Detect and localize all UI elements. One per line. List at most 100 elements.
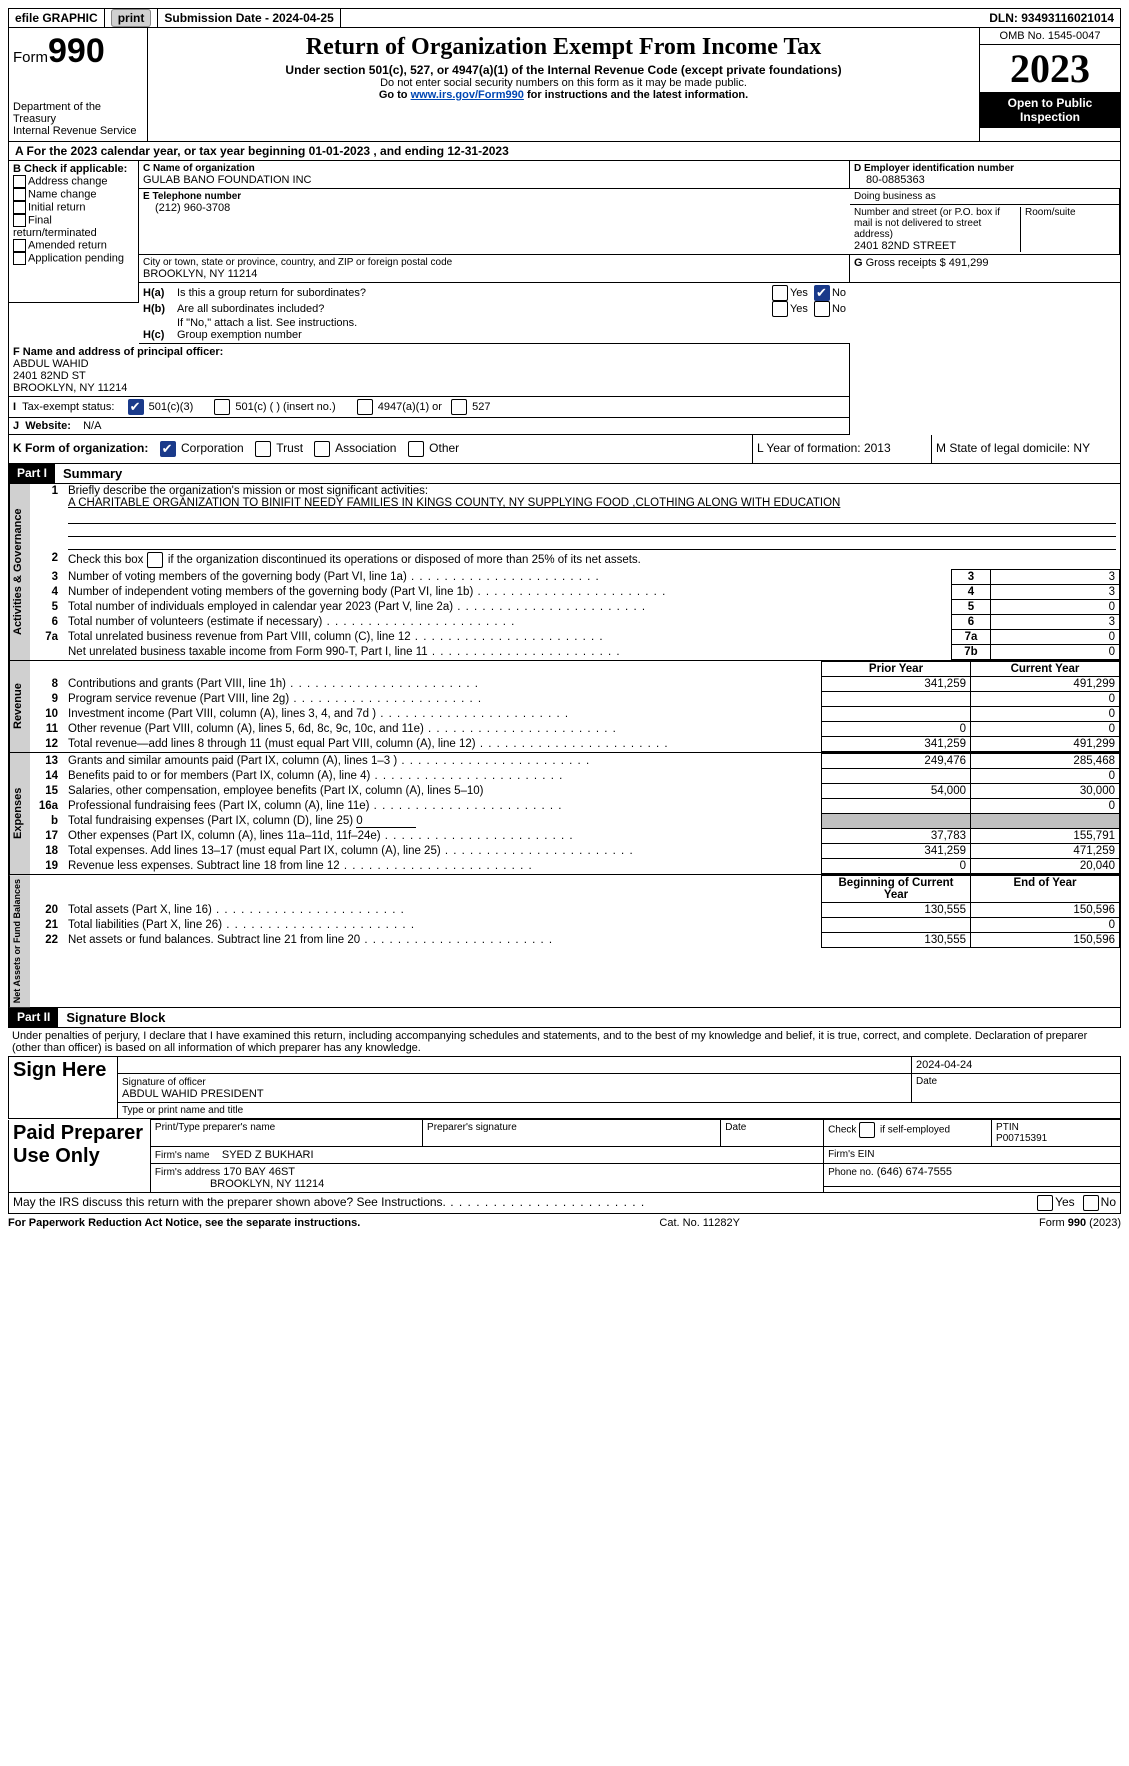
l16b-val: 0: [356, 815, 416, 828]
i-block: I Tax-exempt status: 501(c)(3) 501(c) ( …: [9, 397, 850, 418]
p17: 37,783: [822, 829, 971, 844]
chk-corp[interactable]: [160, 441, 176, 457]
submission-date: Submission Date - 2024-04-25: [158, 9, 340, 27]
c15: 30,000: [971, 784, 1120, 799]
checkbox-pending[interactable]: [13, 252, 26, 265]
p8: 341,259: [822, 677, 971, 692]
irs-link[interactable]: www.irs.gov/Form990: [411, 89, 524, 101]
checkbox-amended[interactable]: [13, 239, 26, 252]
v7a: 0: [991, 630, 1120, 645]
g-label: G: [854, 257, 863, 269]
opt-4947: 4947(a)(1) or: [378, 401, 442, 413]
city-block: City or town, state or province, country…: [139, 255, 850, 283]
chk-other[interactable]: [408, 441, 424, 457]
info-grid: B Check if applicable: Address change Na…: [8, 161, 1121, 435]
d-label: D Employer identification number: [854, 163, 1116, 174]
room-label: Room/suite: [1020, 207, 1115, 252]
b-heading: B Check if applicable:: [13, 163, 134, 175]
part2-title: Signature Block: [58, 1008, 173, 1027]
checkbox-address-change[interactable]: [13, 175, 26, 188]
sign-here: Sign Here: [9, 1057, 118, 1119]
p13: 249,476: [822, 754, 971, 769]
k-label: K Form of organization:: [13, 441, 148, 455]
dyes: Yes: [1055, 1195, 1075, 1211]
chk-assoc[interactable]: [314, 441, 330, 457]
v3: 3: [991, 570, 1120, 585]
header-left: Form990 Department of the Treasury Inter…: [9, 28, 148, 141]
l12: Total revenue—add lines 8 through 11 (mu…: [64, 737, 822, 752]
ha-yes[interactable]: [772, 285, 788, 301]
hdr-current: Current Year: [971, 662, 1120, 677]
v5: 0: [991, 600, 1120, 615]
pname-label: Print/Type preparer's name: [150, 1120, 422, 1147]
firm-ein: Firm's EIN: [824, 1147, 1121, 1164]
dln: DLN: 93493116021014: [983, 9, 1120, 27]
chk-4947[interactable]: [357, 399, 373, 415]
prep-phone: (646) 674-7555: [877, 1166, 952, 1178]
website: N/A: [83, 420, 101, 432]
yes1: Yes: [790, 287, 808, 299]
c19: 20,040: [971, 859, 1120, 874]
checkbox-name-change[interactable]: [13, 188, 26, 201]
street: 2401 82ND STREET: [854, 240, 1020, 252]
l20: Total assets (Part X, line 16): [64, 903, 822, 918]
firm-name-label: Firm's name: [155, 1150, 210, 1161]
hdr-end: End of Year: [971, 876, 1120, 903]
print-button[interactable]: print: [111, 9, 152, 27]
b-initial: Initial return: [28, 201, 85, 213]
officer: ABDUL WAHID PRESIDENT: [122, 1088, 264, 1100]
yes2: Yes: [790, 303, 808, 315]
part1-bar: Part I Summary: [8, 464, 1121, 484]
discuss-no[interactable]: [1083, 1195, 1099, 1211]
ha-no[interactable]: [814, 285, 830, 301]
c13: 285,468: [971, 754, 1120, 769]
discuss-yes[interactable]: [1037, 1195, 1053, 1211]
tab-revenue: Revenue: [9, 661, 30, 752]
c10: 0: [971, 707, 1120, 722]
checkbox-initial[interactable]: [13, 201, 26, 214]
ptin-label: PTIN: [996, 1122, 1019, 1133]
firm-addr-label: Firm's address: [155, 1167, 220, 1178]
l11: Other revenue (Part VIII, column (A), li…: [64, 722, 822, 737]
street-block: Number and street (or P.O. box if mail i…: [850, 205, 1120, 255]
hb-no[interactable]: [814, 301, 830, 317]
gross-receipts: Gross receipts $ 491,299: [866, 257, 989, 269]
chk-501c[interactable]: [214, 399, 230, 415]
c20: 150,596: [971, 903, 1120, 918]
chk-discontinued[interactable]: [147, 552, 163, 568]
hb-yes[interactable]: [772, 301, 788, 317]
p21: [822, 918, 971, 933]
sig-label: Signature of officer: [122, 1077, 206, 1088]
efile-label: efile GRAPHIC: [9, 9, 105, 27]
part2-hdr: Part II: [9, 1008, 58, 1027]
chk-501c3[interactable]: [128, 399, 144, 415]
l10: Investment income (Part VIII, column (A)…: [64, 707, 822, 722]
form-title: Return of Organization Exempt From Incom…: [156, 34, 971, 61]
l8: Contributions and grants (Part VIII, lin…: [64, 677, 822, 692]
c-label: C Name of organization: [143, 163, 845, 174]
v6: 3: [991, 615, 1120, 630]
exp-section: Expenses 13Grants and similar amounts pa…: [8, 753, 1121, 875]
chk-trust[interactable]: [255, 441, 271, 457]
l17: Other expenses (Part IX, column (A), lin…: [64, 829, 822, 844]
v7b: 0: [991, 645, 1120, 660]
form-number: 990: [48, 32, 105, 70]
ssn-note: Do not enter social security numbers on …: [156, 77, 971, 89]
checkbox-final[interactable]: [13, 214, 26, 227]
firm-addr1: 170 BAY 46ST: [223, 1166, 295, 1178]
c9: 0: [971, 692, 1120, 707]
officer-street: 2401 82ND ST: [13, 370, 86, 382]
tax-year: 2023: [980, 45, 1120, 92]
l1-label: Briefly describe the organization's miss…: [68, 485, 428, 497]
b-addr: Address change: [28, 175, 108, 187]
firm-addr2: BROOKLYN, NY 11214: [210, 1178, 324, 1190]
sign-date-val: 2024-04-24: [912, 1057, 1121, 1074]
hdr-prior: Prior Year: [822, 662, 971, 677]
chk-self[interactable]: [859, 1122, 875, 1138]
chk-527[interactable]: [451, 399, 467, 415]
c21: 0: [971, 918, 1120, 933]
l15: Salaries, other compensation, employee b…: [64, 784, 822, 799]
k-block: K Form of organization: Corporation Trus…: [9, 435, 753, 463]
p22: 130,555: [822, 933, 971, 948]
c8: 491,299: [971, 677, 1120, 692]
